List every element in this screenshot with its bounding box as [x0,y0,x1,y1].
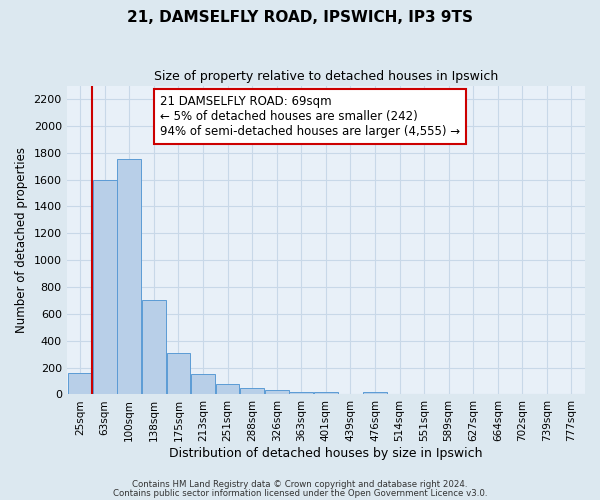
Bar [215,384,239,394]
Bar [93,180,116,394]
X-axis label: Distribution of detached houses by size in Ipswich: Distribution of detached houses by size … [169,447,482,460]
Bar [118,160,141,394]
Bar [68,373,92,394]
Bar [289,392,313,394]
Y-axis label: Number of detached properties: Number of detached properties [15,147,28,333]
Text: Contains public sector information licensed under the Open Government Licence v3: Contains public sector information licen… [113,488,487,498]
Text: 21, DAMSELFLY ROAD, IPSWICH, IP3 9TS: 21, DAMSELFLY ROAD, IPSWICH, IP3 9TS [127,10,473,25]
Bar [265,390,289,394]
Bar [314,392,338,394]
Bar [363,392,387,394]
Title: Size of property relative to detached houses in Ipswich: Size of property relative to detached ho… [154,70,498,83]
Text: 21 DAMSELFLY ROAD: 69sqm
← 5% of detached houses are smaller (242)
94% of semi-d: 21 DAMSELFLY ROAD: 69sqm ← 5% of detache… [160,95,460,138]
Bar [240,388,264,394]
Bar [167,353,190,395]
Text: Contains HM Land Registry data © Crown copyright and database right 2024.: Contains HM Land Registry data © Crown c… [132,480,468,489]
Bar [191,374,215,394]
Bar [142,300,166,394]
